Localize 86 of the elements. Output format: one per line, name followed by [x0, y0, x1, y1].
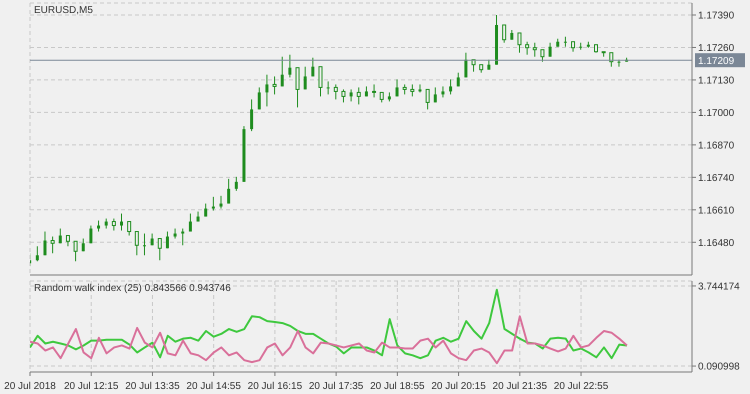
candlestick	[127, 221, 132, 236]
candlestick	[517, 32, 522, 54]
candlestick	[502, 24, 506, 44]
x-tick-label: 20 Jul 12:15	[64, 381, 119, 392]
candlestick	[280, 56, 284, 87]
candlestick	[296, 67, 300, 108]
candlestick	[364, 86, 368, 97]
candlestick	[571, 41, 576, 52]
candlestick	[166, 231, 169, 249]
y-tick-label: 1.16610	[698, 205, 735, 216]
candlestick	[204, 203, 208, 218]
candlestick	[36, 246, 39, 262]
candlestick	[318, 66, 322, 97]
candlestick	[341, 88, 346, 103]
candlestick	[181, 228, 184, 246]
y-tick-label: 1.17390	[698, 10, 735, 22]
candlestick	[350, 88, 353, 102]
x-tick-label: 20 Jul 20:15	[431, 381, 486, 392]
candlestick	[426, 88, 430, 110]
y-tick-label: 1.17000	[698, 108, 735, 119]
candlestick	[50, 236, 55, 254]
candlestick	[402, 84, 407, 95]
candlestick	[434, 86, 437, 103]
x-tick-label: 20 Jul 13:35	[125, 381, 180, 392]
line-series	[30, 315, 628, 364]
candlestick	[43, 231, 46, 256]
candlestick	[134, 231, 139, 256]
candlestick	[212, 196, 215, 212]
candlestick	[227, 178, 230, 204]
y-tick-label: 0.090998	[698, 362, 740, 373]
candlestick	[58, 228, 62, 244]
candlestick	[449, 78, 452, 95]
candlestick	[66, 235, 70, 247]
candlestick	[410, 84, 414, 97]
y-tick-label: 1.16740	[698, 172, 735, 184]
candlestick	[396, 78, 399, 97]
x-tick-label: 20 Jul 18:55	[370, 381, 426, 392]
candlestick	[158, 238, 162, 261]
y-tick-label: 1.16480	[698, 238, 735, 249]
chart-title: Random walk index (25) 0.843566 0.943746	[34, 283, 231, 294]
candlestick	[188, 213, 192, 232]
candlestick	[380, 92, 384, 103]
candlestick	[234, 176, 238, 192]
x-tick-label: 20 Jul 16:15	[248, 381, 303, 392]
candlestick	[174, 228, 177, 240]
y-tick-label: 1.17260	[698, 43, 735, 54]
candlestick	[112, 218, 116, 232]
candlestick	[97, 220, 100, 232]
candlestick	[82, 238, 85, 252]
candlestick	[564, 36, 567, 48]
y-tick-label: 3.744174	[698, 282, 740, 292]
candlestick	[288, 54, 292, 78]
y-tick-label: 1.16870	[698, 140, 735, 152]
ref-line-label: 1.17209	[698, 56, 735, 68]
candlestick	[456, 72, 460, 87]
x-tick-label: 20 Jul 22:55	[554, 381, 609, 392]
candlestick	[74, 240, 78, 262]
candlestick	[334, 84, 338, 100]
candlestick	[540, 49, 544, 62]
candlestick	[89, 225, 92, 244]
x-tick-label: 20 Jul 2018	[4, 381, 56, 392]
candlestick	[142, 233, 146, 256]
candlestick	[120, 213, 124, 232]
candlestick	[532, 42, 537, 58]
candlestick	[250, 98, 254, 132]
candlestick	[441, 86, 444, 98]
candlestick	[258, 86, 261, 110]
candlestick	[326, 80, 330, 95]
candlestick	[372, 84, 376, 98]
candlestick	[304, 66, 307, 90]
candlestick	[220, 195, 223, 210]
chart-title: EURUSD,M5	[34, 5, 93, 16]
x-tick-label: 20 Jul 17:35	[308, 381, 364, 392]
candlestick	[150, 233, 154, 246]
candlestick	[609, 52, 614, 68]
candlestick	[548, 42, 552, 58]
candlestick	[356, 86, 361, 105]
y-tick-label: 1.17130	[698, 75, 735, 86]
x-tick-label: 20 Jul 14:55	[186, 381, 242, 392]
x-tick-label: 20 Jul 21:35	[492, 381, 548, 392]
candlestick	[525, 41, 530, 56]
candlestick	[311, 57, 314, 77]
candlestick	[104, 218, 108, 230]
candlestick	[464, 52, 468, 78]
candlestick	[265, 74, 268, 107]
candlestick	[272, 76, 277, 95]
